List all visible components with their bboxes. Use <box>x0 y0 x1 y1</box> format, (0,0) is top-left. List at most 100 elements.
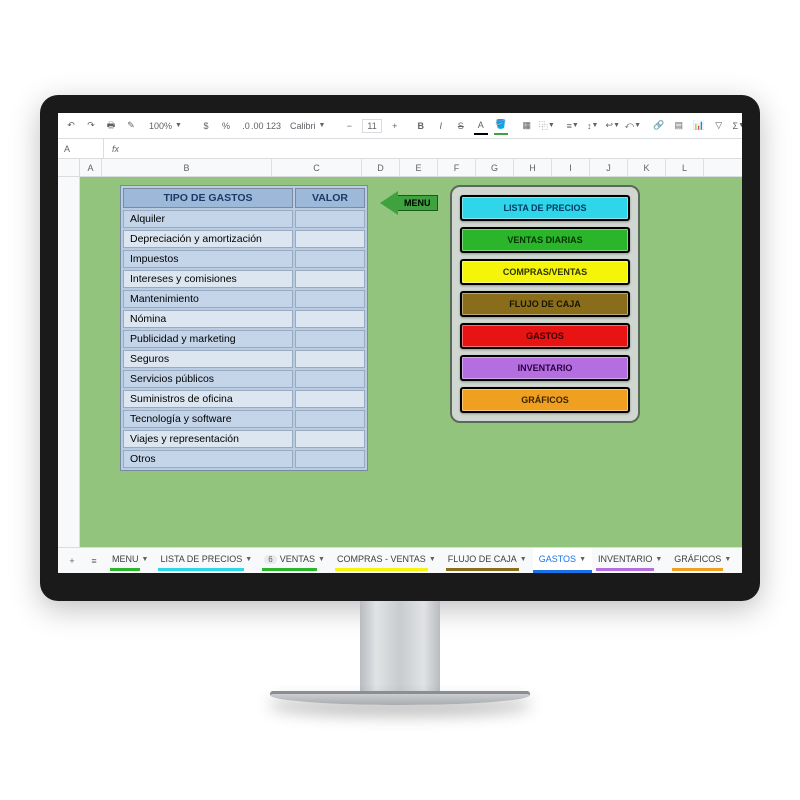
column-header[interactable]: I <box>552 159 590 176</box>
column-headers: ABCDEFGHIJKL <box>58 159 742 177</box>
add-sheet-button[interactable]: + <box>62 551 82 571</box>
all-sheets-button[interactable]: ≡ <box>84 551 104 571</box>
expense-name-cell[interactable]: Suministros de oficina <box>123 390 293 408</box>
redo-icon[interactable]: ↷ <box>84 117 98 135</box>
nav-button[interactable]: LISTA DE PRECIOS <box>460 195 630 221</box>
menu-arrow-button[interactable]: MENU <box>380 191 438 215</box>
table-row: Seguros <box>123 350 365 368</box>
expense-name-cell[interactable]: Seguros <box>123 350 293 368</box>
valign-icon[interactable]: ↕▼ <box>586 117 600 135</box>
bold-button[interactable]: B <box>414 117 428 135</box>
text-color-icon[interactable]: A <box>474 117 488 135</box>
sheet-tab[interactable]: COMPRAS - VENTAS▼ <box>331 548 442 573</box>
chevron-down-icon[interactable]: ▼ <box>318 556 325 563</box>
chevron-down-icon[interactable]: ▼ <box>142 556 149 563</box>
sheet-tab[interactable]: GRÁFICOS▼ <box>668 548 737 573</box>
format-more-icon[interactable]: .00 123 <box>259 117 273 135</box>
functions-icon[interactable]: Σ▼ <box>732 117 742 135</box>
tab-label: INVENTARIO <box>598 554 652 564</box>
expense-name-cell[interactable]: Servicios públicos <box>123 370 293 388</box>
column-header[interactable]: F <box>438 159 476 176</box>
name-box[interactable]: A <box>64 139 104 158</box>
column-header[interactable]: D <box>362 159 400 176</box>
sheet-tab[interactable]: LISTA DE PRECIOS▼ <box>154 548 258 573</box>
currency-icon[interactable]: $ <box>199 117 213 135</box>
chevron-down-icon[interactable]: ▼ <box>520 556 527 563</box>
expense-name-cell[interactable]: Alquiler <box>123 210 293 228</box>
sheet-tab[interactable]: MENU▼ <box>106 548 154 573</box>
nav-button[interactable]: GRÁFICOS <box>460 387 630 413</box>
chevron-down-icon[interactable]: ▼ <box>245 556 252 563</box>
nav-button[interactable]: COMPRAS/VENTAS <box>460 259 630 285</box>
expense-value-cell[interactable] <box>295 350 365 368</box>
chevron-down-icon[interactable]: ▼ <box>579 556 586 563</box>
expense-value-cell[interactable] <box>295 370 365 388</box>
column-header[interactable]: G <box>476 159 514 176</box>
font-size-dec-icon[interactable]: − <box>342 117 356 135</box>
expense-value-cell[interactable] <box>295 290 365 308</box>
font-size-inc-icon[interactable]: + <box>388 117 402 135</box>
expense-name-cell[interactable]: Viajes y representación <box>123 430 293 448</box>
expense-value-cell[interactable] <box>295 430 365 448</box>
sheet-tab[interactable]: GASTOS▼ <box>533 548 592 573</box>
column-header[interactable]: H <box>514 159 552 176</box>
sheet-tab[interactable]: INVENTARIO▼ <box>592 548 668 573</box>
fill-color-icon[interactable]: 🪣 <box>494 117 508 135</box>
wrap-icon[interactable]: ↩▼ <box>606 117 620 135</box>
expense-value-cell[interactable] <box>295 210 365 228</box>
column-header[interactable]: E <box>400 159 438 176</box>
sheet-tab[interactable]: FLUJO DE CAJA▼ <box>442 548 533 573</box>
filter-icon[interactable]: ▽ <box>712 117 726 135</box>
expense-name-cell[interactable]: Mantenimiento <box>123 290 293 308</box>
sheet-tab[interactable]: 6VENTAS▼ <box>258 548 331 573</box>
expense-name-cell[interactable]: Depreciación y amortización <box>123 230 293 248</box>
expense-name-cell[interactable]: Publicidad y marketing <box>123 330 293 348</box>
chevron-down-icon[interactable]: ▼ <box>655 556 662 563</box>
expense-value-cell[interactable] <box>295 390 365 408</box>
expense-value-cell[interactable] <box>295 450 365 468</box>
column-header[interactable]: C <box>272 159 362 176</box>
expense-name-cell[interactable]: Impuestos <box>123 250 293 268</box>
monitor-stand-base <box>270 691 530 705</box>
chart-icon[interactable]: 📊 <box>692 117 706 135</box>
nav-button[interactable]: FLUJO DE CAJA <box>460 291 630 317</box>
column-header[interactable]: A <box>80 159 102 176</box>
column-header[interactable]: L <box>666 159 704 176</box>
halign-icon[interactable]: ≡▼ <box>566 117 580 135</box>
expense-value-cell[interactable] <box>295 330 365 348</box>
chevron-down-icon[interactable]: ▼ <box>724 556 731 563</box>
zoom-select[interactable]: 100%▼ <box>144 120 187 132</box>
expense-name-cell[interactable]: Tecnología y software <box>123 410 293 428</box>
strike-button[interactable]: S <box>454 117 468 135</box>
expense-value-cell[interactable] <box>295 270 365 288</box>
comment-icon[interactable]: ▤ <box>672 117 686 135</box>
rotate-icon[interactable]: ⤺▼ <box>626 117 640 135</box>
column-header[interactable]: K <box>628 159 666 176</box>
undo-icon[interactable]: ↶ <box>64 117 78 135</box>
nav-button[interactable]: GASTOS <box>460 323 630 349</box>
chevron-down-icon[interactable]: ▼ <box>429 556 436 563</box>
borders-icon[interactable]: ▦ <box>520 117 534 135</box>
nav-button[interactable]: VENTAS DIARIAS <box>460 227 630 253</box>
paint-format-icon[interactable]: ✎ <box>124 117 138 135</box>
percent-icon[interactable]: % <box>219 117 233 135</box>
expense-value-cell[interactable] <box>295 230 365 248</box>
italic-button[interactable]: I <box>434 117 448 135</box>
expense-name-cell[interactable]: Intereses y comisiones <box>123 270 293 288</box>
expense-value-cell[interactable] <box>295 410 365 428</box>
column-header[interactable]: J <box>590 159 628 176</box>
expense-name-cell[interactable]: Otros <box>123 450 293 468</box>
monitor-stand-neck <box>360 601 440 691</box>
font-family-select[interactable]: Calibri▼ <box>285 120 330 132</box>
print-icon[interactable]: 🖶 <box>104 117 118 135</box>
column-header[interactable]: B <box>102 159 272 176</box>
table-row: Tecnología y software <box>123 410 365 428</box>
link-icon[interactable]: 🔗 <box>652 117 666 135</box>
expense-value-cell[interactable] <box>295 310 365 328</box>
merge-icon[interactable]: ⿻▼ <box>540 117 554 135</box>
grid-canvas[interactable]: TIPO DE GASTOS VALOR AlquilerDepreciació… <box>80 177 742 547</box>
expense-name-cell[interactable]: Nómina <box>123 310 293 328</box>
font-size-input[interactable]: 11 <box>362 119 381 133</box>
nav-button[interactable]: INVENTARIO <box>460 355 630 381</box>
expense-value-cell[interactable] <box>295 250 365 268</box>
